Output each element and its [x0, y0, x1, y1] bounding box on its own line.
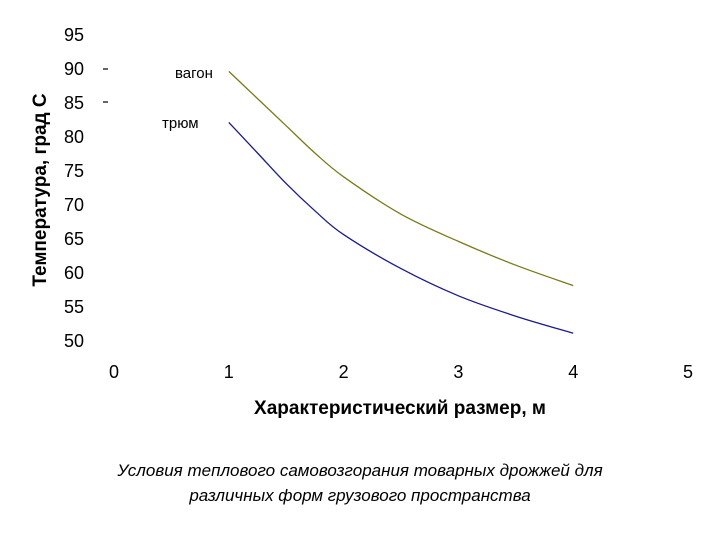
series-label-1: вагон [175, 65, 213, 82]
series-line-1 [228, 70, 574, 287]
y-tick-label: 65 [64, 229, 84, 249]
series-label-2: трюм [162, 115, 199, 132]
series-line-2 [228, 121, 574, 334]
x-tick-label: 5 [683, 362, 693, 382]
figure-caption-line-1: Условия теплового самовозгорания товарны… [117, 461, 603, 480]
x-tick-label: 0 [109, 362, 119, 382]
y-tick-label: 55 [64, 297, 84, 317]
y-tick-label: 60 [64, 263, 84, 283]
y-tick-label: 85 [64, 93, 84, 113]
y-axis-title: Температура, град С [30, 93, 51, 286]
y-tick-label: 50 [64, 331, 84, 351]
y-tick-label: 95 [64, 25, 84, 45]
y-tick-label: 70 [64, 195, 84, 215]
y-dash-marks [103, 68, 108, 103]
figure-caption-line-2: различных форм грузового пространства [189, 486, 531, 505]
x-tick-labels: 0 1 2 3 4 5 [109, 362, 693, 382]
x-tick-label: 3 [453, 362, 463, 382]
series-labels: вагон трюм [162, 65, 213, 132]
series-lines [228, 70, 574, 334]
y-tick-label: 75 [64, 161, 84, 181]
x-tick-label: 1 [224, 362, 234, 382]
y-tick-label: 90 [64, 59, 84, 79]
y-tick-label: 80 [64, 127, 84, 147]
y-tick-labels: 95 90 85 80 75 70 65 60 55 50 [64, 25, 84, 351]
x-tick-label: 4 [568, 362, 578, 382]
x-axis-title: Характеристический размер, м [254, 398, 546, 419]
x-tick-label: 2 [339, 362, 349, 382]
